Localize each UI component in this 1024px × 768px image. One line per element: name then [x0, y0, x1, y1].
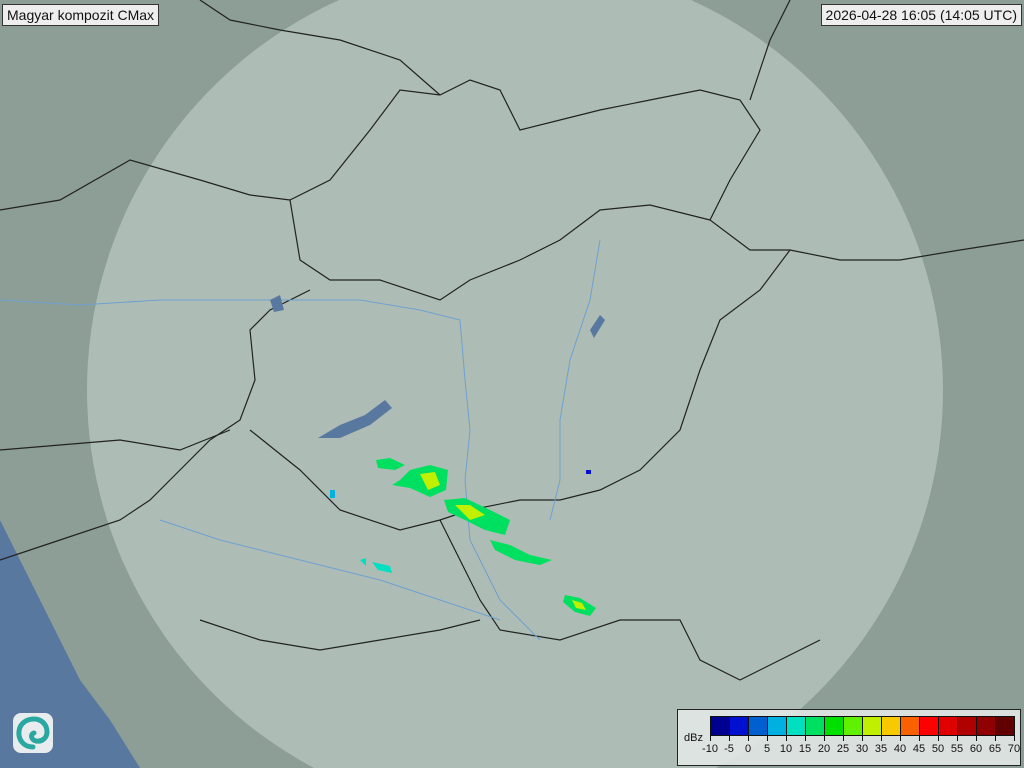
legend-tick-label: 0 [744, 743, 752, 755]
adriatic-sea [0, 520, 140, 768]
product-title: Magyar kompozit CMax [2, 4, 160, 26]
legend-bin [768, 717, 787, 735]
legend-tick-mark [995, 736, 996, 741]
legend-tick-label: 20 [817, 743, 831, 755]
legend-tick-mark [767, 736, 768, 741]
legend-bin [901, 717, 920, 735]
legend-tick-label: 60 [969, 743, 983, 755]
legend-bin [920, 717, 939, 735]
radar-echoes [330, 458, 596, 616]
legend-tick-mark [729, 736, 730, 741]
legend-tick-label: 50 [931, 743, 945, 755]
swirl-logo-icon [13, 713, 53, 753]
legend-bin [939, 717, 958, 735]
legend-tick-label: 70 [1007, 743, 1021, 755]
legend-tick-mark [1014, 736, 1015, 741]
rivers [0, 239, 601, 641]
legend-tick-mark [957, 736, 958, 741]
legend-tick-label: 30 [855, 743, 869, 755]
legend-tick-mark [824, 736, 825, 741]
legend-tick-mark [862, 736, 863, 741]
legend-bin [825, 717, 844, 735]
legend-bin [749, 717, 768, 735]
legend-tick-label: 45 [912, 743, 926, 755]
legend-color-bar [710, 716, 1015, 736]
radar-coverage-area [87, 0, 943, 768]
legend-bin [730, 717, 749, 735]
legend-bin [787, 717, 806, 735]
legend-tick-mark [786, 736, 787, 741]
legend-tick-mark [919, 736, 920, 741]
lake-neusiedl [270, 295, 284, 312]
legend-tick-label: -10 [702, 743, 718, 755]
legend-tick-mark [805, 736, 806, 741]
legend-ticks: -10 -5 0 5 10 15 20 25 30 35 40 45 50 55 60 65 70 [702, 736, 1020, 760]
legend-tick-label: 15 [798, 743, 812, 755]
legend-tick-mark [881, 736, 882, 741]
legend-tick-label: 55 [950, 743, 964, 755]
legend-bin [711, 717, 730, 735]
legend-bin [977, 717, 996, 735]
legend-tick-mark [710, 736, 711, 741]
legend-tick-mark [976, 736, 977, 741]
legend-tick-mark [900, 736, 901, 741]
legend-bin [882, 717, 901, 735]
legend-tick-label: 5 [763, 743, 771, 755]
legend-tick-mark [748, 736, 749, 741]
legend-tick-label: 40 [893, 743, 907, 755]
legend-bin [863, 717, 882, 735]
legend-bin [958, 717, 977, 735]
legend-tick-mark [938, 736, 939, 741]
legend-tick-label: 35 [874, 743, 888, 755]
country-borders [0, 0, 1024, 681]
legend-bin [806, 717, 825, 735]
legend-tick-label: 25 [836, 743, 850, 755]
lake-tisza [590, 315, 605, 338]
legend-tick-label: 10 [779, 743, 793, 755]
legend-tick-label: -5 [724, 743, 734, 755]
legend-tick-mark [843, 736, 844, 741]
legend-bin [844, 717, 863, 735]
dbz-legend: dBz -10 -5 0 5 10 15 20 25 30 35 40 45 50 55 60 65 70 [677, 709, 1021, 766]
legend-unit: dBz [684, 732, 703, 744]
lake-balaton [318, 400, 392, 438]
timestamp-label: 2026-04-28 16:05 (14:05 UTC) [820, 4, 1022, 26]
legend-tick-label: 65 [988, 743, 1002, 755]
legend-bin [996, 717, 1014, 735]
